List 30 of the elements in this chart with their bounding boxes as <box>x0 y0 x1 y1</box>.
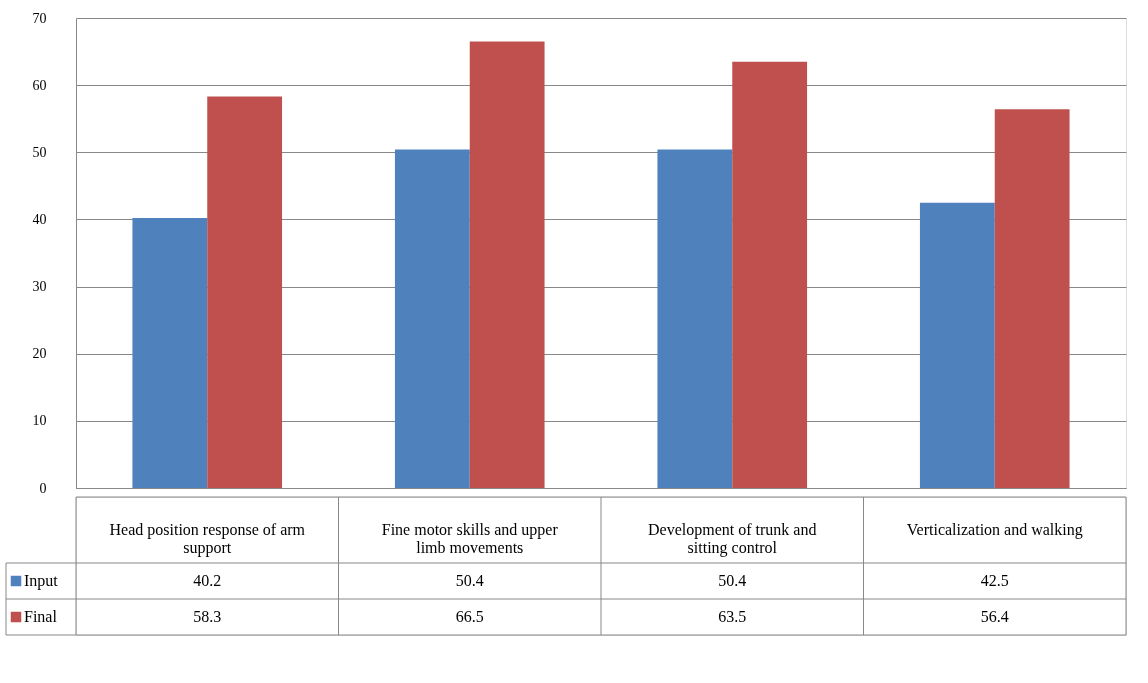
data-label: 58.3 <box>193 608 222 625</box>
bar <box>394 149 470 488</box>
legend-label: Final <box>24 608 58 625</box>
data-label: 66.5 <box>455 608 484 625</box>
y-tick-label: 20 <box>32 346 47 362</box>
x-tick-label: Development of trunk and sitting control <box>648 521 817 557</box>
data-label: 42.5 <box>980 572 1009 589</box>
x-tick-label: Verticalization and walking <box>906 521 1083 539</box>
bar <box>657 149 733 488</box>
y-tick-label: 30 <box>32 279 47 295</box>
y-tick-label: 70 <box>32 10 47 26</box>
bar <box>132 218 208 488</box>
y-tick-label: 50 <box>32 144 47 160</box>
data-label: 50.4 <box>455 572 484 589</box>
bar <box>732 61 808 488</box>
bar <box>469 41 545 488</box>
y-tick-label: 40 <box>32 211 47 227</box>
data-label: 56.4 <box>980 608 1009 625</box>
bar <box>919 202 995 488</box>
bar <box>994 109 1070 488</box>
data-label: 50.4 <box>718 572 747 589</box>
y-tick-label: 60 <box>32 77 47 93</box>
data-label: 40.2 <box>193 572 222 589</box>
legend-label: Input <box>24 572 59 590</box>
data-label: 63.5 <box>718 608 747 625</box>
x-tick-label: Fine motor skills and upper limb movements <box>381 521 559 556</box>
x-tick-label: Head position response of arm support <box>109 521 306 557</box>
y-tick-label: 0 <box>39 480 47 496</box>
y-tick-label: 10 <box>32 413 47 429</box>
bar <box>207 96 283 488</box>
